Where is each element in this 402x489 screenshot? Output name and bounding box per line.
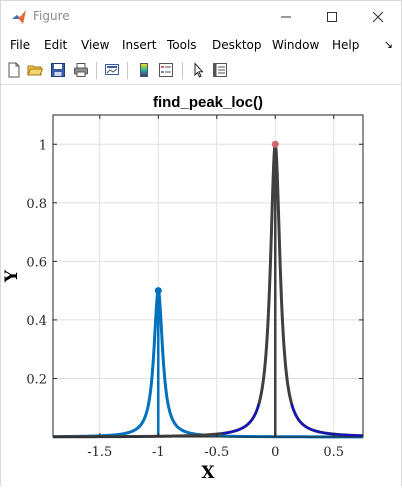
property-inspector-button[interactable]: [210, 60, 230, 80]
maximize-icon: [327, 11, 337, 22]
x-tick-label: 0: [271, 445, 279, 460]
figure-toolbar: [1, 57, 401, 85]
menu-file[interactable]: File: [10, 38, 31, 52]
x-tick-label: -0.5: [204, 445, 229, 460]
menu-tools[interactable]: Tools: [167, 38, 197, 52]
edit-plot-arrow-icon: [194, 62, 204, 78]
y-tick-label: 1: [39, 138, 47, 153]
window-title: Figure: [33, 9, 70, 23]
series-2-tail-1: [222, 403, 260, 435]
y-tick-label: 0.6: [26, 255, 47, 270]
open-file-button[interactable]: [25, 60, 45, 80]
minimize-icon: [281, 16, 291, 17]
minimize-button[interactable]: [263, 1, 309, 32]
close-button[interactable]: [355, 1, 401, 32]
figure-canvas: -1.5 -1 -0.5 0 0.5 0.2 0.4 0.6 0.8 1 find_peak_loc…: [1, 85, 401, 486]
x-axis-label: X: [201, 463, 215, 483]
toolbar-separator: [182, 62, 183, 79]
save-icon: [51, 63, 65, 77]
axes-box: [52, 114, 364, 438]
menu-help[interactable]: Help: [332, 38, 360, 52]
maximize-button[interactable]: [309, 1, 355, 32]
menu-view[interactable]: View: [81, 38, 110, 52]
print-button[interactable]: [71, 60, 91, 80]
insert-legend-icon: [159, 63, 173, 77]
menu-overflow-icon[interactable]: ↘: [383, 38, 393, 51]
new-figure-icon: [8, 62, 20, 78]
plot-svg[interactable]: -1.5 -1 -0.5 0 0.5 0.2 0.4 0.6 0.8 1 find_peak_loc…: [1, 85, 401, 486]
menu-desktop[interactable]: Desktop: [212, 38, 262, 52]
matlab-logo-icon: [12, 10, 26, 24]
series-2-tail-2: [290, 403, 364, 437]
menu-window[interactable]: Window: [272, 38, 320, 52]
insert-colorbar-button[interactable]: [134, 60, 154, 80]
y-tick-label: 0.4: [26, 314, 47, 329]
x-tick-label: -1: [152, 445, 165, 460]
chart-title: find_peak_loc(): [153, 94, 263, 111]
print-icon: [74, 63, 88, 77]
link-plot-icon: [105, 64, 119, 75]
menu-edit[interactable]: Edit: [44, 38, 68, 52]
toolbar-separator: [127, 62, 128, 79]
title-bar: Figure: [1, 1, 401, 32]
toolbar-separator: [96, 62, 97, 79]
menu-insert[interactable]: Insert: [122, 38, 157, 52]
open-file-icon: [27, 65, 43, 76]
new-figure-button[interactable]: [4, 60, 24, 80]
link-plot-button[interactable]: [102, 60, 122, 80]
y-tick-label: 0.2: [26, 372, 47, 387]
y-axis-label: Y: [2, 269, 22, 283]
axes-background[interactable]: [53, 115, 363, 437]
property-inspector-icon: [213, 63, 227, 77]
y-tick-label: 0.8: [26, 197, 47, 212]
series-2-peak-marker: [271, 140, 279, 148]
series-1-peak-marker: [154, 287, 162, 295]
save-button[interactable]: [48, 60, 68, 80]
x-tick-label: 0.5: [323, 445, 344, 460]
edit-plot-button[interactable]: [188, 60, 208, 80]
x-tick-label: -1.5: [87, 445, 112, 460]
insert-legend-button[interactable]: [156, 60, 176, 80]
close-icon: [372, 11, 384, 22]
menu-bar: File Edit View Insert Tools Desktop Wind…: [1, 33, 401, 57]
insert-colorbar-icon: [140, 63, 148, 77]
